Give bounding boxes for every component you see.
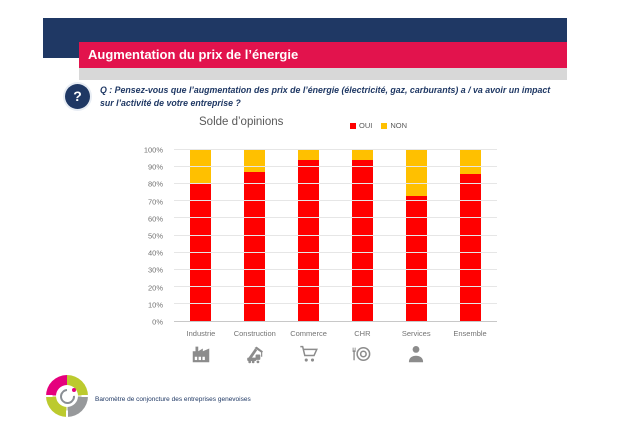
y-tick-90: 90% — [147, 162, 163, 172]
bar-group-commerce — [282, 150, 336, 321]
bar-group-industrie — [174, 150, 228, 321]
bar-oui-chr — [351, 160, 373, 321]
bar-group-chr — [335, 150, 389, 321]
legend-label-non: NON — [390, 121, 408, 130]
header-gray-strip — [79, 68, 567, 80]
question-mark-icon: ? — [65, 84, 90, 109]
category-icons-row — [174, 343, 497, 367]
bar-oui-services — [405, 196, 427, 321]
factory-icon — [190, 343, 212, 370]
legend-item-non: NON — [381, 121, 407, 130]
plot-area — [174, 149, 497, 322]
icon-slot-construction — [228, 343, 282, 367]
legend-swatch-non — [381, 122, 388, 129]
gridline-40 — [174, 251, 497, 253]
bar-non-commerce — [298, 150, 320, 161]
y-tick-20: 20% — [147, 283, 163, 293]
icon-slot-services — [389, 343, 443, 367]
icon-slot-commerce — [282, 343, 336, 367]
category-label-chr: CHR — [354, 329, 371, 338]
y-axis: 0% 10% 20% 30% 40% 50% 60% 70% 80% 90% 100% — [130, 146, 168, 327]
person-icon — [405, 343, 427, 370]
shopping-cart-icon — [298, 343, 320, 370]
bar-non-industrie — [190, 150, 212, 185]
bar-oui-ensemble — [459, 173, 481, 321]
question-text: Q : Pensez-vous que l’augmentation des p… — [100, 85, 551, 108]
bar-oui-commerce — [298, 160, 320, 321]
bar-group-ensemble — [443, 150, 497, 321]
title-bar: Augmentation du prix de l’énergie — [79, 42, 567, 68]
chart-legend: OUI NON — [350, 121, 407, 130]
y-tick-80: 80% — [147, 179, 163, 189]
y-tick-10: 10% — [147, 300, 163, 310]
y-tick-70: 70% — [147, 197, 163, 207]
bar-commerce — [298, 150, 320, 321]
gridline-80 — [174, 183, 497, 185]
bar-group-construction — [228, 150, 282, 321]
x-axis-labels: Industrie Construction Commerce CHR Services… — [174, 329, 497, 338]
chart-title: Solde d’opinions — [199, 116, 284, 128]
barometre-logo — [46, 375, 88, 417]
gridline-50 — [174, 234, 497, 236]
logo-dot — [72, 388, 76, 392]
bar-non-construction — [244, 150, 266, 173]
bar-non-chr — [351, 150, 373, 161]
icon-slot-industrie — [174, 343, 228, 367]
legend-swatch-oui — [350, 122, 356, 129]
bar-services — [405, 150, 427, 321]
category-label-industrie: Industrie — [186, 329, 216, 338]
bar-construction — [244, 150, 266, 321]
gridline-60 — [174, 217, 497, 219]
restaurant-icon — [351, 343, 373, 370]
icon-slot-empty — [443, 343, 497, 367]
bar-group-services — [389, 150, 443, 321]
gridline-70 — [174, 200, 497, 202]
bar-ensemble — [459, 150, 481, 321]
gridline-20 — [174, 285, 497, 287]
bar-industrie — [190, 150, 212, 321]
page-title: Augmentation du prix de l’énergie — [88, 47, 299, 62]
category-label-services: Services — [401, 329, 431, 338]
icon-slot-chr — [335, 343, 389, 367]
y-tick-50: 50% — [147, 231, 163, 241]
y-tick-0: 0% — [152, 317, 163, 327]
footer-text: Baromètre de conjoncture des entreprises… — [95, 396, 251, 403]
category-label-ensemble: Ensemble — [453, 329, 487, 338]
category-label-construction: Construction — [233, 329, 276, 338]
gridline-10 — [174, 302, 497, 304]
bar-oui-construction — [244, 172, 266, 321]
bar-chr — [351, 150, 373, 321]
bar-non-ensemble — [459, 150, 481, 174]
gridline-90 — [174, 166, 497, 168]
y-tick-40: 40% — [147, 248, 163, 258]
category-label-commerce: Commerce — [290, 329, 327, 338]
gridline-30 — [174, 268, 497, 270]
bar-non-services — [405, 150, 427, 197]
gridline-100 — [174, 149, 497, 150]
y-tick-30: 30% — [147, 265, 163, 275]
legend-item-oui: OUI — [350, 121, 372, 130]
crane-icon — [244, 343, 266, 370]
y-tick-100: 100% — [143, 145, 163, 155]
y-tick-60: 60% — [147, 214, 163, 224]
bars-layer — [174, 150, 497, 321]
legend-label-oui: OUI — [359, 121, 373, 130]
